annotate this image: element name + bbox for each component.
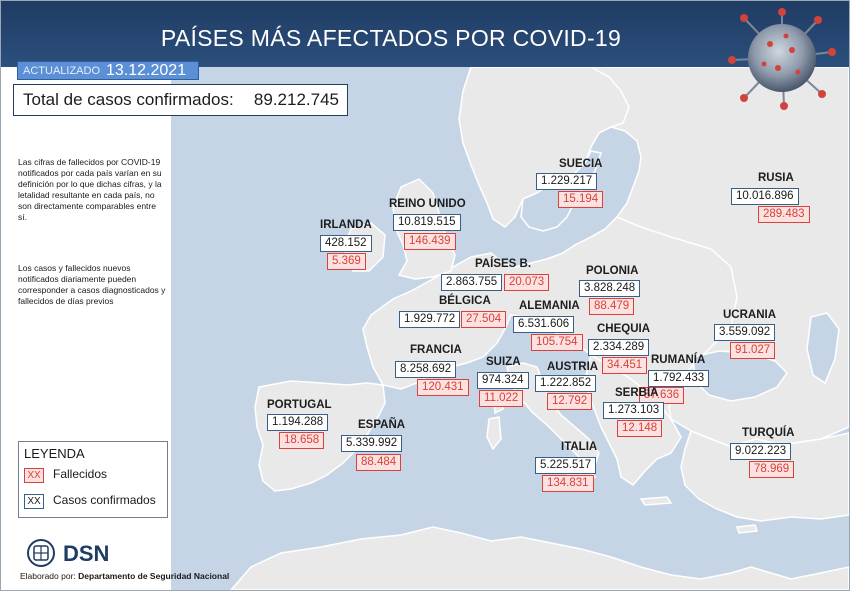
- updated-label: ACTUALIZADO: [23, 64, 101, 77]
- total-cases-box: Total de casos confirmados: 89.212.745: [13, 84, 348, 116]
- footer-prefix: Elaborado por:: [20, 571, 76, 581]
- deaths-portugal: 18.658: [279, 432, 325, 449]
- cases-francia: 8.258.692: [395, 361, 457, 378]
- cases-serbia: 1.273.103: [603, 402, 665, 419]
- legend-title: LEYENDA: [24, 446, 85, 461]
- deaths-serbia: 12.148: [617, 420, 663, 437]
- deaths-belgica: 27.504: [461, 311, 507, 328]
- country-label-espana: ESPAÑA: [358, 419, 406, 431]
- cases-suecia: 1.229.217: [536, 173, 598, 190]
- country-label-belgica: BÉLGICA: [439, 295, 491, 307]
- country-label-suiza: SUIZA: [486, 356, 521, 368]
- total-cases-value: 89.212.745: [253, 90, 339, 109]
- country-label-serbia: SERBIA: [615, 387, 659, 399]
- dsn-logo-text: DSN: [63, 541, 110, 566]
- footer-credit: Elaborado por: Departamento de Seguridad…: [20, 571, 229, 581]
- deaths-suiza: 11.022: [479, 390, 524, 407]
- cases-alemania: 6.531.606: [513, 316, 575, 333]
- deaths-rusia: 289.483: [758, 206, 810, 223]
- cases-chequia: 2.334.289: [588, 339, 650, 356]
- deaths-polonia: 88.479: [589, 298, 635, 315]
- legend-cases-label: Casos confirmados: [53, 493, 156, 507]
- country-label-paises-bajos: PAÍSES B.: [475, 258, 532, 270]
- cases-polonia: 3.828.248: [579, 280, 641, 297]
- cases-austria: 1.222.852: [535, 375, 597, 392]
- deaths-irlanda: 5.369: [327, 253, 366, 270]
- cases-portugal: 1.194.288: [267, 414, 329, 431]
- cases-belgica: 1.929.772: [399, 311, 461, 328]
- deaths-chequia: 34.451: [602, 357, 648, 374]
- cases-paises-bajos: 2.863.755: [441, 274, 503, 291]
- legend-cases-swatch: XX: [24, 494, 44, 509]
- cases-irlanda: 428.152: [320, 235, 372, 252]
- country-label-irlanda: IRLANDA: [320, 219, 372, 231]
- cases-reino-unido: 10.819.515: [393, 214, 461, 231]
- country-label-reino-unido: REINO UNIDO: [389, 198, 466, 210]
- deaths-paises-bajos: 20.073: [504, 274, 550, 291]
- legend-deaths-swatch: XX: [24, 468, 44, 483]
- updated-date: 13.12.2021: [106, 61, 187, 79]
- country-label-francia: FRANCIA: [410, 344, 462, 356]
- note-death-definitions: Las cifras de fallecidos por COVID-19 no…: [18, 157, 162, 222]
- deaths-suecia: 15.194: [558, 191, 604, 208]
- cases-espana: 5.339.992: [341, 435, 403, 452]
- deaths-ucrania: 91.027: [730, 342, 776, 359]
- total-cases-label: Total de casos confirmados:: [23, 90, 234, 109]
- deaths-austria: 12.792: [547, 393, 593, 410]
- deaths-turquia: 78.969: [749, 461, 795, 478]
- cases-ucrania: 3.559.092: [714, 324, 776, 341]
- country-label-turquia: TURQUÍA: [742, 427, 795, 439]
- country-label-ucrania: UCRANIA: [723, 309, 777, 321]
- cases-rumania: 1.792.433: [648, 370, 710, 387]
- cases-italia: 5.225.517: [535, 457, 597, 474]
- deaths-reino-unido: 146.439: [404, 233, 456, 250]
- deaths-espana: 88.484: [356, 454, 402, 471]
- header-bar: [1, 1, 849, 67]
- footer-org: Departamento de Seguridad Nacional: [78, 571, 230, 581]
- note-daily-reports: Los casos y fallecidos nuevos notificado…: [18, 263, 166, 306]
- country-label-rumania: RUMANÍA: [651, 354, 706, 366]
- legend: LEYENDA XX Fallecidos XX Casos confirmad…: [18, 441, 168, 518]
- country-label-alemania: ALEMANIA: [519, 300, 580, 312]
- country-label-austria: AUSTRIA: [547, 361, 599, 373]
- deaths-italia: 134.831: [542, 475, 594, 492]
- page-title: PAÍSES MÁS AFECTADOS POR COVID-19: [160, 25, 622, 51]
- legend-deaths-label: Fallecidos: [53, 467, 108, 481]
- country-label-polonia: POLONIA: [586, 265, 639, 277]
- updated-badge: ACTUALIZADO 13.12.2021: [17, 61, 200, 80]
- country-label-italia: ITALIA: [561, 441, 598, 453]
- dsn-crest-icon: [27, 539, 55, 567]
- virus-icon: [728, 8, 836, 110]
- deaths-alemania: 105.754: [531, 334, 583, 351]
- country-label-rusia: RUSIA: [758, 172, 794, 184]
- country-label-chequia: CHEQUIA: [597, 323, 651, 335]
- country-label-portugal: PORTUGAL: [267, 399, 332, 411]
- cases-suiza: 974.324: [477, 372, 529, 389]
- cases-rusia: 10.016.896: [731, 188, 799, 205]
- deaths-francia: 120.431: [417, 379, 469, 396]
- country-label-suecia: SUECIA: [559, 158, 603, 170]
- cases-turquia: 9.022.223: [730, 443, 792, 460]
